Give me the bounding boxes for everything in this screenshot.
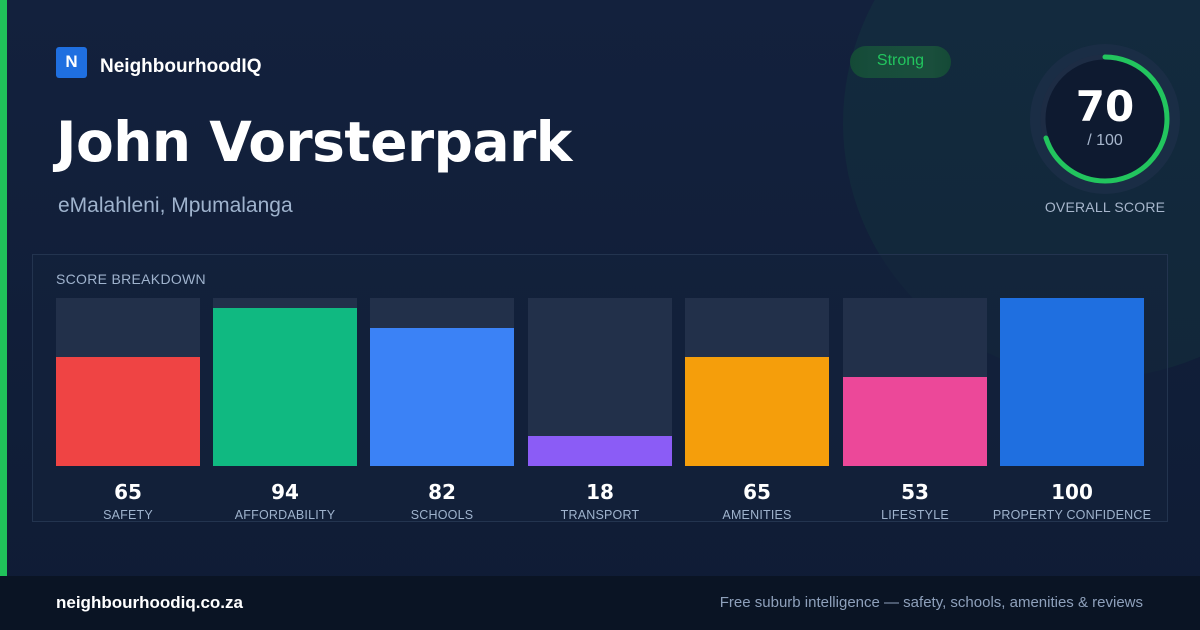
bar-fill-safety (56, 356, 200, 466)
bar-fill-transport (528, 435, 672, 466)
bar-fill-amenities (685, 356, 829, 466)
bar-track (56, 298, 200, 466)
breakdown-item-lifestyle: 53 LIFESTYLE (843, 298, 987, 522)
bar-value: 65 (114, 480, 142, 504)
brand-logo: N (56, 46, 87, 78)
bar-value: 53 (901, 480, 929, 504)
bar-fill-lifestyle (843, 376, 987, 466)
footer: neighbourhoodiq.co.za Free suburb intell… (0, 576, 1200, 630)
bar-label: LIFESTYLE (881, 508, 949, 522)
bar-track (1000, 298, 1144, 466)
bar-fill-affordability (213, 308, 357, 466)
bar-label: AFFORDABILITY (234, 508, 336, 522)
score-breakdown-title: SCORE BREAKDOWN (56, 271, 206, 287)
score-ring-progress (1040, 54, 1170, 184)
overall-score-max: / 100 (1087, 132, 1123, 149)
bar-label: TRANSPORT (560, 508, 640, 522)
bar-label: SAFETY (103, 508, 153, 522)
breakdown-item-amenities: 65 AMENITIES (685, 298, 829, 522)
rating-badge: Strong (850, 46, 951, 78)
footer-tagline: Free suburb intelligence — safety, schoo… (719, 594, 1143, 611)
page-title: John Vorsterpark (56, 110, 572, 174)
breakdown-item-safety: 65 SAFETY (56, 298, 200, 522)
bar-track (528, 298, 672, 466)
bar-value: 18 (586, 480, 614, 504)
accent-bar (0, 0, 7, 576)
breakdown-item-transport: 18 TRANSPORT (528, 298, 672, 522)
overall-score-value: 70 (1075, 82, 1135, 131)
bar-label: AMENITIES (722, 508, 792, 522)
bar-fill-property-confidence (1000, 298, 1144, 466)
bar-track (213, 298, 357, 466)
bar-track (685, 298, 829, 466)
brand-name: NeighbourhoodIQ (100, 56, 262, 77)
bar-value: 82 (428, 480, 456, 504)
bar-value: 65 (743, 480, 771, 504)
bar-value: 100 (1051, 480, 1093, 504)
bar-value: 94 (271, 480, 299, 504)
breakdown-item-schools: 82 SCHOOLS (370, 298, 514, 522)
bar-label: PROPERTY CONFIDENCE (992, 508, 1152, 522)
score-ring (1030, 44, 1180, 194)
bar-fill-schools (370, 328, 514, 466)
overall-score-caption: OVERALL SCORE (1044, 199, 1166, 215)
bar-label: SCHOOLS (410, 508, 474, 522)
score-ring-inner (1043, 57, 1167, 181)
breakdown-item-affordability: 94 AFFORDABILITY (213, 298, 357, 522)
bar-track (370, 298, 514, 466)
brand: N NeighbourhoodIQ (56, 46, 261, 78)
footer-url: neighbourhoodiq.co.za (56, 593, 243, 612)
bar-track (843, 298, 987, 466)
location-subtitle: eMalahleni, Mpumalanga (58, 194, 293, 217)
breakdown-item-property-confidence: 100 PROPERTY CONFIDENCE (993, 298, 1151, 522)
